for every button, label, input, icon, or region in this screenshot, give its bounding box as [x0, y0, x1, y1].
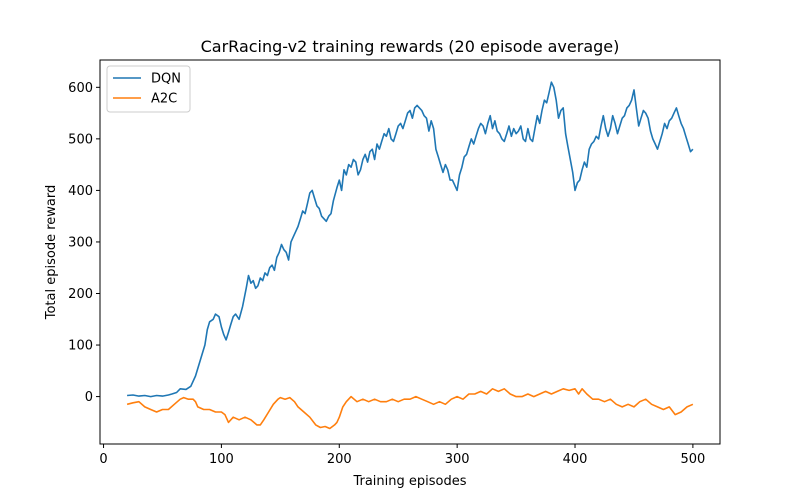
legend: DQN A2C [106, 65, 191, 113]
y-axis: 0 100 200 300 400 500 600 [68, 81, 100, 405]
y-tick-label: 400 [68, 184, 93, 199]
y-tick-label: 500 [68, 132, 93, 147]
x-tick-label: 0 [99, 452, 107, 467]
x-tick-label: 200 [327, 452, 352, 467]
x-tick-label: 500 [680, 452, 705, 467]
x-tick-label: 400 [563, 452, 588, 467]
chart-title: CarRacing-v2 training rewards (20 episod… [201, 37, 620, 56]
x-tick-label: 100 [209, 452, 234, 467]
series-line-a2c [126, 388, 694, 430]
series-lines [126, 81, 694, 430]
legend-label-dqn: DQN [151, 72, 181, 87]
y-axis-label: Total episode reward [44, 185, 59, 321]
y-tick-label: 0 [85, 390, 93, 405]
x-tick-label: 300 [445, 452, 470, 467]
y-tick-label: 100 [68, 339, 93, 354]
x-axis-label: Training episodes [352, 474, 466, 489]
y-tick-label: 200 [68, 287, 93, 302]
series-line-dqn [127, 81, 694, 398]
plot-area [99, 59, 721, 445]
y-tick-label: 300 [68, 235, 93, 250]
legend-label-a2c: A2C [151, 92, 177, 107]
x-axis: 0 100 200 300 400 500 [99, 444, 705, 467]
y-tick-label: 600 [68, 81, 93, 96]
